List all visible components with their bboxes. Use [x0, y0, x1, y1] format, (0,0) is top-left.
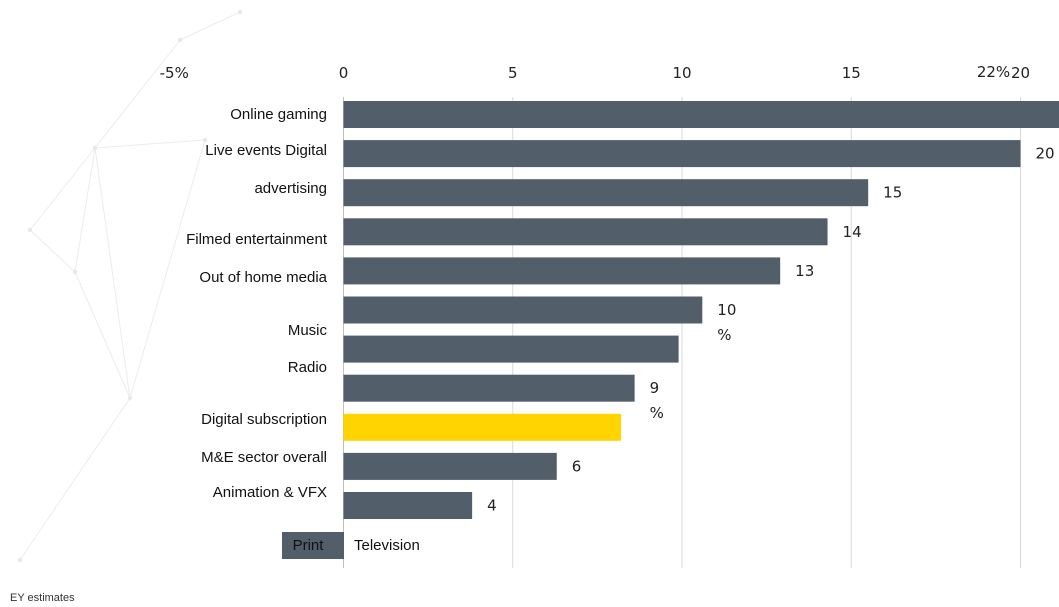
data-label: 13: [795, 262, 814, 280]
category-label: advertising: [254, 180, 327, 197]
background-network-decoration: [17, 9, 243, 563]
decor-line: [94, 139, 206, 149]
decor-node: [27, 227, 33, 233]
x-tick-label: 15: [842, 64, 861, 82]
bar: [343, 101, 1059, 128]
bar: [343, 374, 635, 402]
category-label: Radio: [288, 359, 327, 376]
decor-node: [17, 557, 23, 563]
bar: [343, 335, 679, 363]
decor-node: [177, 37, 183, 43]
data-label: 20: [1036, 145, 1055, 163]
decor-line: [179, 11, 241, 41]
decor-line: [94, 147, 131, 399]
legend-label-print: Print: [293, 537, 325, 554]
decor-line: [94, 39, 181, 149]
bar: [343, 140, 1021, 168]
decor-line: [129, 139, 206, 399]
x-tick-label: 10: [672, 64, 691, 82]
data-label: 10: [717, 301, 736, 319]
legend-swatch-print: [282, 532, 344, 559]
data-label: 14: [843, 223, 862, 241]
data-label: 6: [572, 457, 582, 475]
legend: Print Television: [282, 532, 420, 559]
decor-line: [74, 147, 96, 273]
x-tick-label: 5: [508, 64, 518, 82]
x-tick-label: 0: [339, 64, 349, 82]
data-label: %: [717, 326, 731, 344]
bar: [343, 452, 557, 480]
data-label: 4: [487, 497, 497, 515]
bar: [343, 492, 473, 519]
category-label: M&E sector overall: [201, 449, 327, 466]
legend-label-television: Television: [354, 537, 420, 554]
bars: [343, 101, 1059, 519]
category-label: Online gaming: [230, 106, 327, 123]
decor-node: [92, 145, 98, 151]
category-label: Live events Digital: [205, 142, 327, 159]
data-label: 15: [883, 184, 902, 202]
bar: [343, 296, 703, 324]
source-note: EY estimates: [10, 592, 75, 604]
decor-node: [127, 395, 133, 401]
grid-lines: [343, 97, 1021, 568]
decor-line: [29, 147, 96, 231]
category-label: Out of home media: [199, 269, 327, 286]
decor-line: [29, 229, 76, 273]
category-labels: Online gaming Live events Digital advertis…: [186, 106, 328, 501]
category-label: Music: [288, 322, 328, 339]
data-labels: 20 15 14 13 10% 9% 6 4: [487, 145, 1054, 515]
category-label: Animation & VFX: [213, 484, 327, 501]
bar: [343, 257, 781, 285]
bar: [343, 218, 828, 246]
decor-node: [202, 137, 208, 143]
category-label: Digital subscription: [201, 411, 327, 428]
bar: [343, 179, 869, 207]
x-tick-label: -5%: [160, 64, 189, 82]
category-label: Filmed entertainment: [186, 231, 328, 248]
data-label: 9: [650, 379, 660, 397]
decor-line: [74, 271, 131, 399]
decor-node: [72, 269, 78, 275]
data-label: %: [650, 404, 664, 422]
decor-line: [19, 397, 131, 561]
x-tick-label: 20: [1011, 64, 1030, 82]
top-annotation: 22%: [977, 63, 1010, 81]
decor-node: [237, 9, 243, 15]
bar: [343, 413, 622, 441]
